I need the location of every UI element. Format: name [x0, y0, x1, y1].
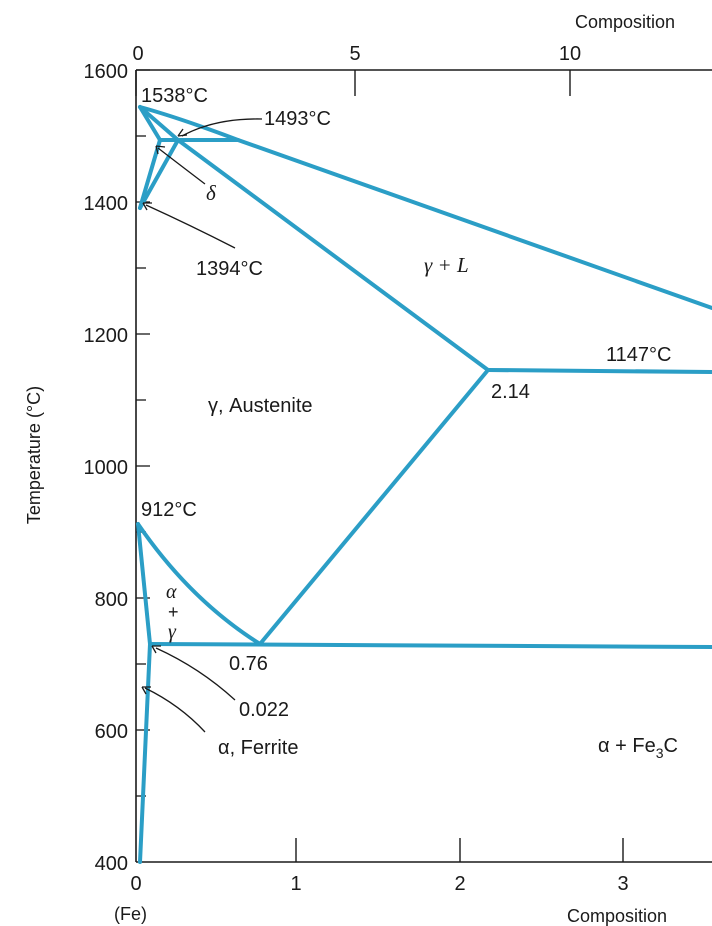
a3-line	[136, 522, 262, 646]
y-tick-label: 1400	[84, 193, 129, 215]
annotation-arrows	[141, 118, 263, 733]
top-tick-label: 10	[559, 43, 581, 65]
bottom-tick-label: 2	[454, 873, 465, 895]
region-austenite: γ, Austenite	[208, 395, 313, 417]
label-2-14: 2.14	[491, 381, 530, 403]
label-912c: 912°C	[141, 499, 197, 521]
label-1538c: 1538°C	[141, 85, 208, 107]
region-delta: δ	[206, 181, 217, 205]
top-tick-label: 0	[132, 43, 143, 65]
fe-label: (Fe)	[114, 904, 147, 924]
ferrite-solvus-line	[138, 642, 152, 864]
y-tick-label: 800	[95, 589, 128, 611]
eutectoid-line	[148, 642, 712, 649]
bottom-tick-label: 3	[617, 873, 628, 895]
region-alpha-fe3c: α + Fe3C	[598, 735, 678, 761]
region-gamma-plus-liquid: γ + L	[424, 253, 469, 277]
y-tick-label: 1200	[84, 325, 129, 347]
gamma-delta-line	[138, 138, 180, 210]
acm-line	[258, 368, 490, 646]
bottom-ticks	[295, 838, 624, 862]
region-alpha: α	[166, 581, 177, 603]
region-plus: +	[168, 602, 179, 622]
top-tick-label: 5	[349, 43, 360, 65]
temperature-axis-label: Temperature (°C)	[24, 386, 44, 524]
y-tick-label: 400	[95, 853, 128, 875]
bottom-tick-label: 0	[130, 873, 141, 895]
y-tick-label: 1600	[84, 61, 129, 83]
region-alpha-fe3c-main: α + Fe	[598, 735, 656, 757]
y-tick-label: 1000	[84, 457, 129, 479]
label-0-76: 0.76	[229, 653, 268, 675]
top-axis-label: Composition	[575, 12, 675, 32]
bottom-axis-label: Composition	[567, 906, 667, 926]
solidus-line	[176, 138, 490, 372]
alpha-gamma-left-line	[136, 522, 152, 646]
bottom-tick-label: 1	[290, 873, 301, 895]
phase-lines	[136, 105, 712, 864]
y-ticks	[136, 69, 150, 797]
region-alpha-fe3c-end: C	[664, 735, 678, 757]
y-tick-label: 600	[95, 721, 128, 743]
region-gamma: γ	[168, 621, 177, 643]
eutectic-line	[486, 368, 712, 374]
label-0-022: 0.022	[239, 699, 289, 721]
label-1147c: 1147°C	[606, 344, 671, 366]
label-1394c: 1394°C	[196, 258, 263, 280]
label-1493c: 1493°C	[264, 108, 331, 130]
delta-gamma-upper-line	[138, 105, 180, 142]
region-ferrite: α, Ferrite	[218, 737, 298, 759]
top-ticks	[135, 70, 571, 96]
region-alpha-fe3c-subscript: 3	[656, 745, 664, 761]
